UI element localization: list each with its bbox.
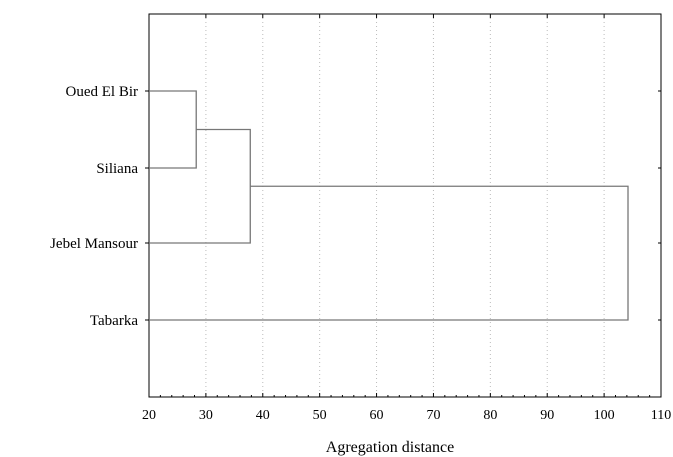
x-tick-label: 70 (426, 408, 440, 423)
dendrogram-link (149, 128, 251, 244)
leaf-label: Jebel Mansour (50, 236, 138, 252)
x-tick-label: 40 (256, 408, 270, 423)
x-tick-label: 110 (651, 408, 671, 423)
x-tick-label: 80 (483, 408, 497, 423)
grid-lines (205, 14, 605, 397)
x-tick-label: 30 (199, 408, 213, 423)
x-axis-ticks: 20 30 40 50 60 70 80 90 100 110 (142, 14, 671, 423)
dendrogram-link (149, 185, 629, 321)
leaf-label: Siliana (96, 161, 138, 177)
dendrogram-link (149, 90, 197, 169)
x-tick-label: 20 (142, 408, 156, 423)
dendrogram-links (149, 90, 629, 321)
x-tick-label: 90 (540, 408, 554, 423)
leaf-label: Oued El Bir (66, 84, 139, 100)
x-tick-label: 60 (370, 408, 384, 423)
x-tick-label: 50 (313, 408, 327, 423)
leaf-label: Tabarka (90, 313, 138, 329)
leaf-labels: Oued El Bir Siliana Jebel Mansour Tabarka (50, 84, 149, 329)
plot-frame (148, 13, 662, 398)
x-tick-label: 100 (594, 408, 615, 423)
x-axis-title: Agregation distance (326, 439, 454, 456)
